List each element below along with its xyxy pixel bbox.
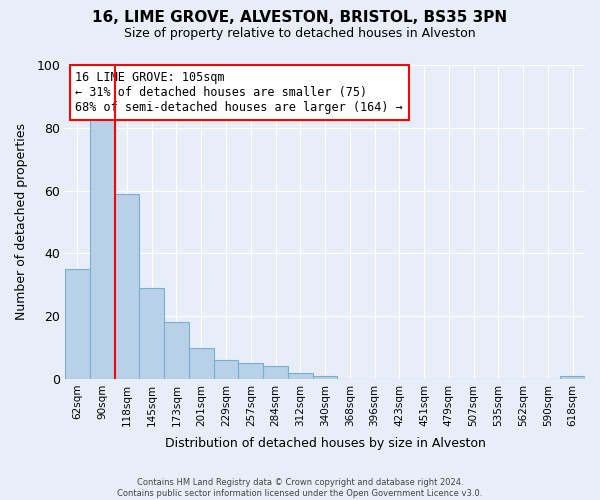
Bar [263,366,288,379]
Bar [90,115,115,379]
Text: Contains HM Land Registry data © Crown copyright and database right 2024.
Contai: Contains HM Land Registry data © Crown c… [118,478,482,498]
Bar [238,363,263,379]
Text: 16, LIME GROVE, ALVESTON, BRISTOL, BS35 3PN: 16, LIME GROVE, ALVESTON, BRISTOL, BS35 … [92,10,508,25]
Bar [189,348,214,379]
Bar [115,194,139,379]
Bar [288,372,313,379]
Bar [560,376,585,379]
Text: 16 LIME GROVE: 105sqm
← 31% of detached houses are smaller (75)
68% of semi-deta: 16 LIME GROVE: 105sqm ← 31% of detached … [76,72,403,114]
Bar [313,376,337,379]
Bar [164,322,189,379]
Bar [65,269,90,379]
Text: Size of property relative to detached houses in Alveston: Size of property relative to detached ho… [124,28,476,40]
Bar [139,288,164,379]
X-axis label: Distribution of detached houses by size in Alveston: Distribution of detached houses by size … [164,437,485,450]
Bar [214,360,238,379]
Y-axis label: Number of detached properties: Number of detached properties [15,124,28,320]
